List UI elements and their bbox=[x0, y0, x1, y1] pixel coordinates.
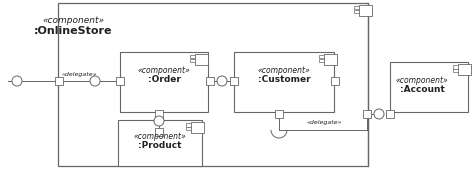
Text: :Product: :Product bbox=[138, 141, 182, 150]
Text: «delegate»: «delegate» bbox=[61, 72, 97, 77]
Text: :Customer: :Customer bbox=[258, 75, 310, 84]
Bar bbox=[319, 59, 324, 62]
Bar bbox=[230, 77, 238, 85]
Bar bbox=[458, 64, 471, 75]
Bar bbox=[186, 123, 191, 127]
Bar bbox=[355, 6, 359, 9]
Text: «component»: «component» bbox=[42, 16, 104, 25]
Circle shape bbox=[217, 76, 227, 86]
Bar bbox=[116, 77, 124, 85]
Bar bbox=[454, 65, 458, 68]
Bar bbox=[454, 69, 458, 72]
Bar bbox=[186, 127, 191, 130]
Bar bbox=[355, 10, 359, 13]
Text: :Order: :Order bbox=[147, 75, 181, 84]
Bar bbox=[319, 55, 324, 58]
Text: :OnlineStore: :OnlineStore bbox=[34, 26, 112, 36]
Bar bbox=[191, 55, 195, 58]
Bar bbox=[386, 110, 394, 118]
Bar bbox=[275, 110, 283, 118]
Text: «delegate»: «delegate» bbox=[306, 120, 342, 125]
Text: «component»: «component» bbox=[396, 76, 448, 85]
Circle shape bbox=[90, 76, 100, 86]
Bar bbox=[234, 52, 334, 112]
Bar bbox=[191, 122, 204, 133]
Bar bbox=[120, 52, 208, 112]
Circle shape bbox=[154, 116, 164, 126]
Bar bbox=[155, 110, 163, 118]
Text: :Account: :Account bbox=[400, 85, 445, 94]
Circle shape bbox=[12, 76, 22, 86]
Bar bbox=[191, 59, 195, 62]
Text: «component»: «component» bbox=[137, 66, 191, 75]
Bar bbox=[390, 62, 468, 112]
Bar bbox=[118, 120, 202, 166]
Bar bbox=[195, 54, 208, 65]
Bar bbox=[324, 54, 337, 65]
Circle shape bbox=[374, 109, 384, 119]
Bar bbox=[55, 77, 63, 85]
Bar bbox=[331, 77, 339, 85]
Bar bbox=[155, 128, 163, 136]
Bar bbox=[363, 110, 371, 118]
Text: «component»: «component» bbox=[258, 66, 310, 75]
Text: «component»: «component» bbox=[134, 132, 186, 141]
Bar bbox=[206, 77, 214, 85]
Bar bbox=[58, 3, 368, 166]
Bar bbox=[359, 5, 372, 16]
